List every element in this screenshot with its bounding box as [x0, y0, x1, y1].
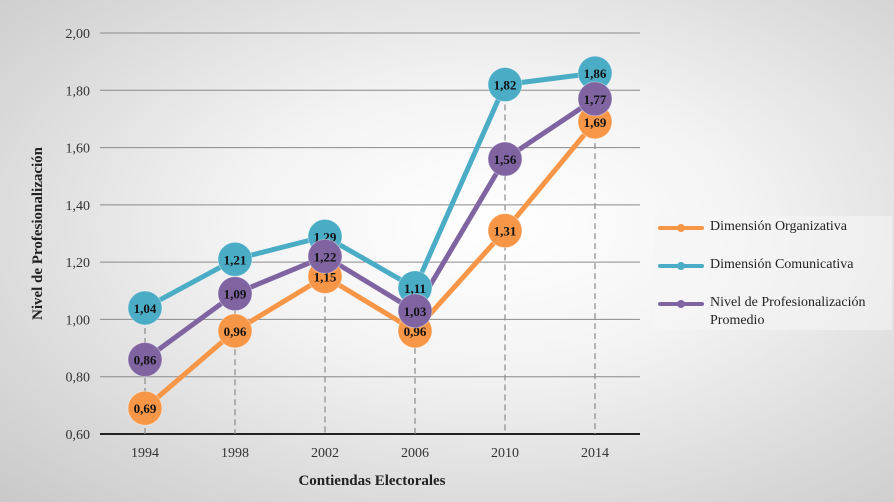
data-point [217, 241, 253, 277]
y-tick-label: 0,80 [66, 371, 91, 386]
y-tick-label: 1,60 [66, 142, 91, 157]
legend-label-organizativa: Dimensión Organizativa [710, 219, 847, 234]
data-point [487, 141, 523, 177]
data-label: 1,09 [224, 287, 247, 302]
data-label: 1,77 [584, 92, 607, 107]
data-label: 1,86 [584, 66, 607, 81]
data-label: 1,69 [584, 115, 607, 130]
y-tick-label: 1,20 [66, 256, 91, 271]
data-label: 0,96 [404, 324, 427, 339]
y-axis-title: Nivel de Profesionalización [30, 146, 46, 320]
y-tick-label: 1,40 [66, 199, 91, 214]
series-line-1 [142, 70, 598, 311]
data-label: 1,82 [494, 78, 517, 93]
data-label: 1,21 [224, 252, 247, 267]
x-tick-label: 2006 [401, 446, 429, 461]
data-label: 1,15 [314, 269, 337, 284]
y-tick-label: 1,80 [66, 84, 91, 99]
legend-swatch-comunicativa [658, 262, 704, 270]
data-label: 1,56 [494, 152, 517, 167]
data-point [307, 238, 343, 274]
x-tick-label: 2010 [491, 446, 519, 461]
data-point [397, 293, 433, 329]
data-point [487, 213, 523, 249]
data-label: 1,22 [314, 249, 337, 264]
x-axis-title: Contiendas Electorales [298, 473, 445, 489]
x-tick-label: 1994 [131, 446, 159, 461]
data-point [217, 313, 253, 349]
data-label: 1,04 [134, 301, 157, 316]
data-label: 1,03 [404, 304, 427, 319]
data-point [217, 276, 253, 312]
legend-label-promedio: Nivel de Profesionalización Promedio [710, 295, 866, 328]
data-label: 0,96 [224, 324, 247, 339]
legend-item-comunicativa: Dimensión Comunicativa [654, 256, 892, 274]
chart-legend: Dimensión Organizativa Dimensión Comunic… [654, 216, 892, 330]
legend-label-comunicativa: Dimensión Comunicativa [710, 257, 854, 272]
data-label: 0,69 [134, 401, 157, 416]
data-point [127, 390, 163, 426]
x-tick-label: 2014 [581, 446, 609, 461]
y-tick-label: 2,00 [66, 27, 91, 42]
legend-item-promedio: Nivel de Profesionalización Promedio [654, 294, 892, 330]
legend-item-organizativa: Dimensión Organizativa [654, 218, 892, 236]
y-tick-label: 0,60 [66, 428, 91, 443]
legend-swatch-organizativa [658, 224, 704, 232]
series-line-0 [142, 119, 598, 411]
data-label: 1,31 [494, 224, 517, 239]
series-line-2 [142, 96, 598, 363]
data-point [127, 342, 163, 378]
x-tick-label: 1998 [221, 446, 249, 461]
data-label: 1,11 [404, 281, 426, 296]
legend-swatch-promedio [658, 300, 704, 308]
data-label: 0,86 [134, 353, 157, 368]
data-point [127, 290, 163, 326]
y-tick-label: 1,00 [66, 313, 91, 328]
data-point [487, 67, 523, 103]
data-point [577, 81, 613, 117]
x-tick-label: 2002 [311, 446, 339, 461]
